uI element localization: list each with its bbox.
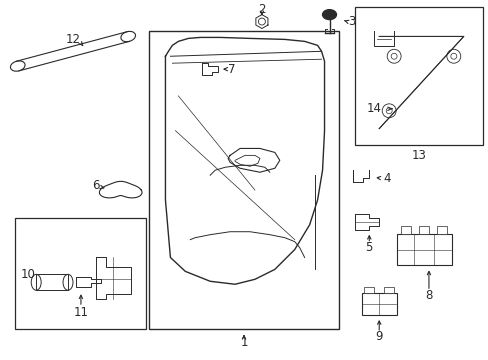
Bar: [355, 7, 482, 145]
Bar: [148, 31, 339, 329]
Bar: [364, 287, 373, 293]
Text: 12: 12: [65, 33, 81, 46]
Text: 10: 10: [21, 268, 36, 281]
Text: 1: 1: [240, 336, 247, 349]
Bar: [400, 226, 410, 234]
Text: 8: 8: [425, 289, 432, 302]
Text: 4: 4: [383, 172, 390, 185]
Text: 9: 9: [375, 330, 382, 343]
Bar: [384, 287, 393, 293]
Text: 5: 5: [365, 241, 372, 254]
Bar: [418, 226, 428, 234]
Text: 2: 2: [258, 3, 265, 16]
Text: 7: 7: [228, 63, 235, 76]
Text: 3: 3: [347, 15, 354, 28]
Bar: [396, 234, 451, 265]
Text: 6: 6: [92, 179, 100, 192]
Text: 14: 14: [366, 102, 381, 115]
Bar: [436, 226, 446, 234]
Bar: [36, 274, 68, 290]
Ellipse shape: [322, 10, 336, 19]
Text: 11: 11: [73, 306, 88, 319]
Bar: [15, 218, 145, 329]
Text: 13: 13: [411, 149, 426, 162]
Bar: [362, 293, 396, 315]
